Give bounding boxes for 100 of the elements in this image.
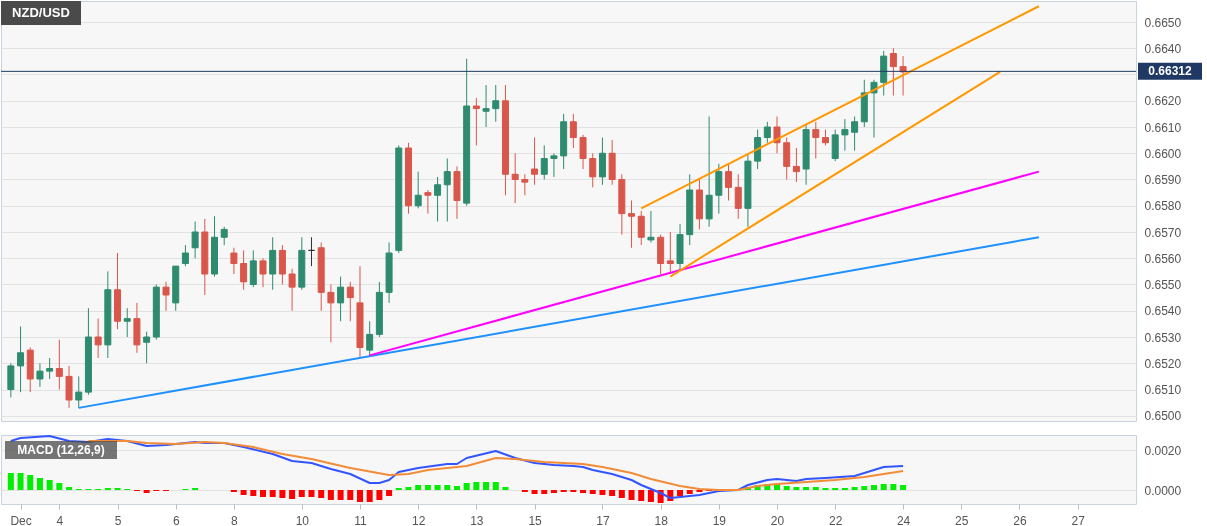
candlestick: [725, 163, 733, 201]
bar: [36, 478, 43, 490]
candlestick: [220, 226, 228, 246]
candlestick: [666, 231, 674, 275]
bar: [347, 490, 354, 500]
bar: [56, 483, 63, 490]
bar: [318, 490, 325, 498]
bar: [599, 490, 606, 495]
bar: [289, 490, 296, 499]
y-tick-label: 0.6500: [1144, 409, 1182, 424]
candlestick: [443, 158, 451, 222]
bar: [453, 486, 460, 490]
candlestick: [589, 152, 597, 188]
bar: [434, 485, 441, 490]
x-tick-label: 6: [172, 513, 180, 526]
candlestick: [123, 307, 131, 338]
candlestick: [550, 152, 558, 178]
y-tick-label: 0.0020: [1144, 443, 1182, 458]
candlestick: [521, 173, 529, 196]
candlestick: [899, 55, 907, 96]
candlestick: [327, 284, 335, 343]
bar: [260, 490, 266, 497]
bar: [46, 480, 53, 490]
bar: [861, 486, 868, 490]
bar: [638, 490, 645, 501]
line-series: [9, 435, 905, 499]
x-tick-label: 10: [295, 513, 310, 526]
candlestick: [278, 244, 286, 285]
bar: [880, 484, 887, 490]
x-tick-label: 26: [1013, 513, 1027, 526]
x-tick-label: 17: [596, 513, 610, 526]
bar: [337, 490, 344, 500]
bar: [803, 487, 810, 490]
bar: [492, 482, 499, 490]
bar: [531, 490, 538, 494]
candlestick: [434, 176, 442, 222]
bar: [812, 487, 819, 490]
bar: [871, 485, 877, 490]
candlestick: [841, 118, 849, 152]
y-tick-label: 0.6640: [1144, 41, 1182, 56]
bar: [376, 490, 383, 500]
bar: [541, 490, 548, 494]
bar: [473, 482, 480, 490]
candlestick: [783, 137, 791, 180]
candlestick: [65, 365, 73, 409]
bar: [851, 487, 858, 490]
candlestick: [46, 357, 54, 380]
x-tick-label: Dec: [10, 513, 32, 526]
candlestick: [259, 257, 267, 288]
bar: [550, 490, 557, 493]
candlestick: [414, 171, 422, 209]
bar: [677, 490, 684, 496]
x-tick-label: 19: [712, 513, 727, 526]
bar: [66, 487, 73, 490]
y-tick-label: 0.6570: [1144, 225, 1182, 240]
bar: [269, 490, 276, 497]
candlestick: [637, 210, 645, 246]
bar: [386, 490, 393, 496]
candlestick: [870, 79, 878, 138]
y-tick-label: 0.6600: [1144, 146, 1182, 161]
candlestick: [531, 137, 539, 186]
bar: [327, 490, 334, 500]
candlestick: [240, 249, 248, 291]
candlestick: [288, 268, 296, 312]
bar: [589, 490, 596, 494]
bar: [405, 487, 412, 490]
bar: [279, 490, 286, 498]
x-tick-label: 22: [829, 513, 843, 526]
bar: [618, 490, 625, 498]
bar: [298, 490, 305, 497]
bar: [250, 490, 257, 496]
x-tick-label: 25: [955, 513, 969, 526]
candlestick: [230, 247, 238, 275]
candlestick: [181, 244, 189, 267]
y-tick-label: 0.6540: [1144, 304, 1182, 319]
candlestick: [734, 173, 742, 220]
candlestick: [269, 236, 277, 291]
candlestick: [851, 116, 859, 152]
x-tick-label: 8: [231, 513, 239, 526]
candlestick: [143, 331, 151, 364]
bar: [686, 490, 693, 494]
bar: [609, 490, 616, 496]
x-tick-label: 4: [56, 513, 64, 526]
x-tick-label: 11: [354, 513, 368, 526]
candlestick: [812, 121, 820, 159]
bar: [783, 486, 790, 490]
x-tick-label: 13: [470, 513, 484, 526]
y-tick-label: 0.6520: [1144, 356, 1182, 371]
candlestick: [94, 318, 102, 359]
bar: [356, 490, 363, 502]
y-tick-label: 0.6620: [1144, 94, 1182, 109]
candlestick: [831, 129, 839, 162]
candlestick: [75, 375, 83, 409]
bar: [240, 490, 247, 495]
x-tick-label: 12: [412, 513, 426, 526]
x-tick-label: 18: [654, 513, 669, 526]
x-tick-label: 20: [770, 513, 785, 526]
bar: [628, 490, 635, 500]
candlestick: [579, 134, 587, 170]
candlestick: [36, 362, 44, 388]
